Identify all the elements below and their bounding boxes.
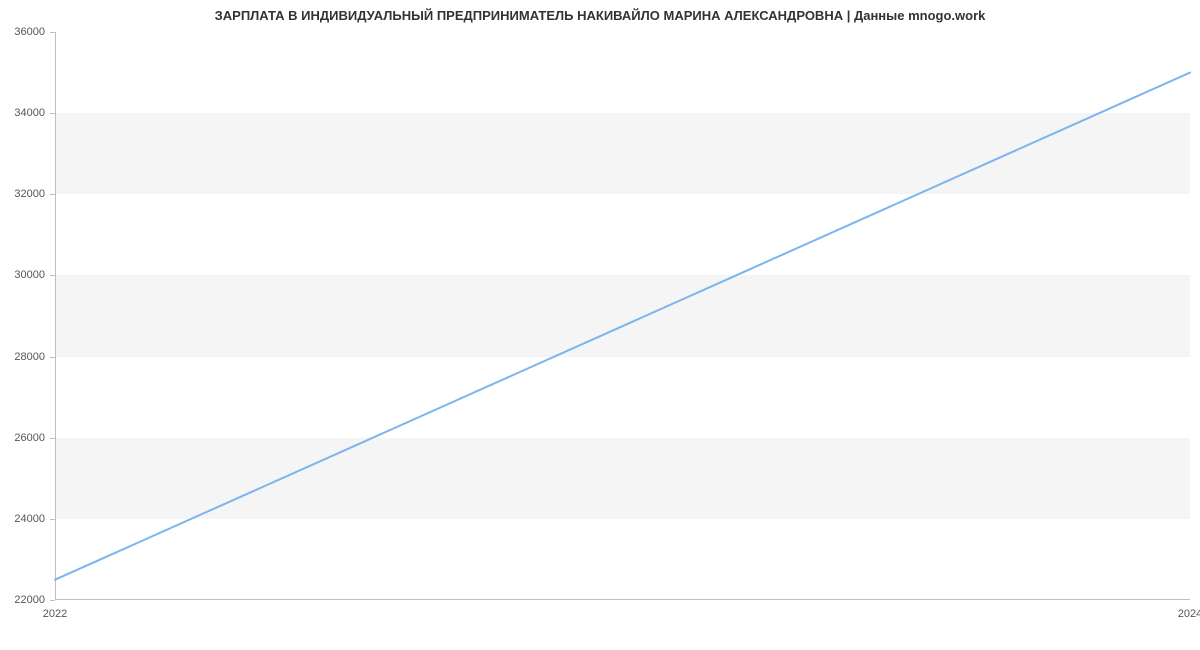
line-layer — [55, 32, 1190, 600]
y-tick-label: 26000 — [14, 432, 55, 444]
y-tick-label: 32000 — [14, 188, 55, 200]
x-tick-label: 2024 — [1178, 600, 1200, 620]
chart-title: ЗАРПЛАТА В ИНДИВИДУАЛЬНЫЙ ПРЕДПРИНИМАТЕЛ… — [0, 8, 1200, 23]
y-tick-label: 28000 — [14, 351, 55, 363]
y-tick-label: 34000 — [14, 107, 55, 119]
plot-area: 2200024000260002800030000320003400036000… — [55, 32, 1190, 600]
salary-line-chart: ЗАРПЛАТА В ИНДИВИДУАЛЬНЫЙ ПРЕДПРИНИМАТЕЛ… — [0, 0, 1200, 650]
series-line-salary — [55, 73, 1190, 580]
y-tick-label: 24000 — [14, 513, 55, 525]
x-tick-label: 2022 — [43, 600, 67, 620]
y-tick-label: 36000 — [14, 26, 55, 38]
y-tick-label: 30000 — [14, 269, 55, 281]
